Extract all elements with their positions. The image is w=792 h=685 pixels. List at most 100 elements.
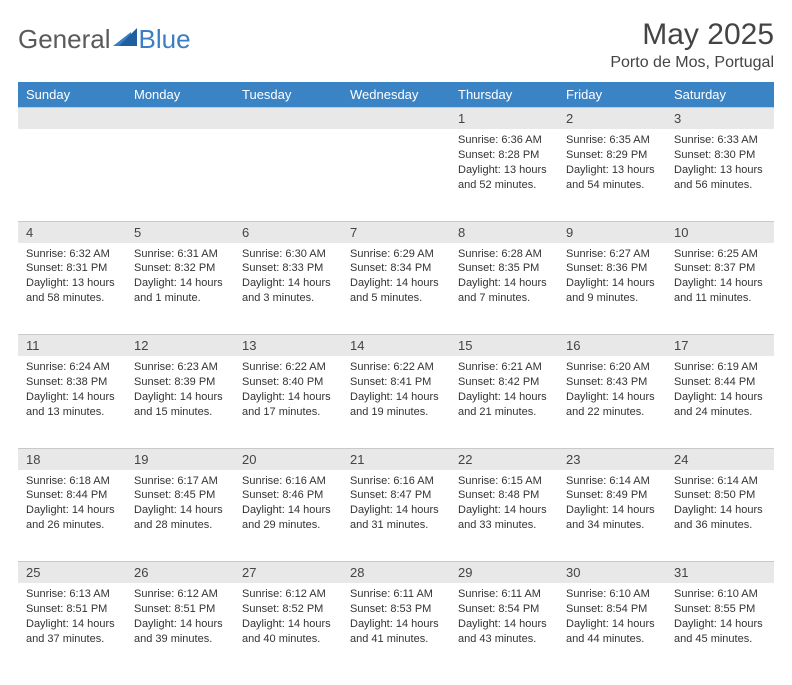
day-number-cell: [18, 108, 126, 130]
day-number: 17: [666, 335, 774, 356]
day-content-cell: Sunrise: 6:22 AMSunset: 8:41 PMDaylight:…: [342, 356, 450, 448]
day-content: Sunrise: 6:18 AMSunset: 8:44 PMDaylight:…: [18, 470, 126, 539]
day-content: Sunrise: 6:15 AMSunset: 8:48 PMDaylight:…: [450, 470, 558, 539]
day-number-cell: 14: [342, 335, 450, 357]
day-number-cell: 8: [450, 221, 558, 243]
day-number-cell: 30: [558, 562, 666, 584]
day-content: Sunrise: 6:11 AMSunset: 8:53 PMDaylight:…: [342, 583, 450, 652]
day-content: Sunrise: 6:27 AMSunset: 8:36 PMDaylight:…: [558, 243, 666, 312]
day-content-cell: Sunrise: 6:27 AMSunset: 8:36 PMDaylight:…: [558, 243, 666, 335]
day-number-cell: 2: [558, 108, 666, 130]
day-content: Sunrise: 6:16 AMSunset: 8:47 PMDaylight:…: [342, 470, 450, 539]
day-content: Sunrise: 6:17 AMSunset: 8:45 PMDaylight:…: [126, 470, 234, 539]
day-number: 6: [234, 222, 342, 243]
day-number-cell: 23: [558, 448, 666, 470]
day-number-cell: [342, 108, 450, 130]
day-content-row: Sunrise: 6:24 AMSunset: 8:38 PMDaylight:…: [18, 356, 774, 448]
day-number: 30: [558, 562, 666, 583]
calendar-page: General Blue May 2025 Porto de Mos, Port…: [0, 0, 792, 685]
day-number: 4: [18, 222, 126, 243]
day-number: 26: [126, 562, 234, 583]
day-number-cell: 3: [666, 108, 774, 130]
day-number: [18, 108, 126, 114]
day-content-cell: Sunrise: 6:10 AMSunset: 8:55 PMDaylight:…: [666, 583, 774, 675]
day-number: [126, 108, 234, 114]
day-number: 3: [666, 108, 774, 129]
day-number-row: 18192021222324: [18, 448, 774, 470]
day-number-row: 123: [18, 108, 774, 130]
day-content: Sunrise: 6:23 AMSunset: 8:39 PMDaylight:…: [126, 356, 234, 425]
day-number: 31: [666, 562, 774, 583]
day-number-row: 25262728293031: [18, 562, 774, 584]
day-number-cell: 17: [666, 335, 774, 357]
day-number-cell: 26: [126, 562, 234, 584]
day-content-cell: Sunrise: 6:21 AMSunset: 8:42 PMDaylight:…: [450, 356, 558, 448]
day-content-cell: Sunrise: 6:23 AMSunset: 8:39 PMDaylight:…: [126, 356, 234, 448]
day-content: Sunrise: 6:10 AMSunset: 8:54 PMDaylight:…: [558, 583, 666, 652]
day-number: 19: [126, 449, 234, 470]
day-number-cell: 18: [18, 448, 126, 470]
day-number: 22: [450, 449, 558, 470]
day-number: 2: [558, 108, 666, 129]
day-content-cell: Sunrise: 6:30 AMSunset: 8:33 PMDaylight:…: [234, 243, 342, 335]
day-content-cell: Sunrise: 6:11 AMSunset: 8:54 PMDaylight:…: [450, 583, 558, 675]
day-number-cell: 9: [558, 221, 666, 243]
day-number-cell: 28: [342, 562, 450, 584]
day-number-cell: 16: [558, 335, 666, 357]
day-content: Sunrise: 6:36 AMSunset: 8:28 PMDaylight:…: [450, 129, 558, 198]
location-label: Porto de Mos, Portugal: [610, 54, 774, 72]
day-number: 16: [558, 335, 666, 356]
day-content-cell: Sunrise: 6:29 AMSunset: 8:34 PMDaylight:…: [342, 243, 450, 335]
triangle-icon: [113, 24, 137, 55]
day-content-cell: Sunrise: 6:15 AMSunset: 8:48 PMDaylight:…: [450, 470, 558, 562]
day-number-cell: 6: [234, 221, 342, 243]
day-number: 13: [234, 335, 342, 356]
day-content: Sunrise: 6:19 AMSunset: 8:44 PMDaylight:…: [666, 356, 774, 425]
day-number-cell: 29: [450, 562, 558, 584]
day-number: 20: [234, 449, 342, 470]
day-content-cell: [234, 129, 342, 221]
page-header: General Blue May 2025 Porto de Mos, Port…: [18, 18, 774, 72]
day-number: 10: [666, 222, 774, 243]
title-block: May 2025 Porto de Mos, Portugal: [610, 18, 774, 72]
day-number: 29: [450, 562, 558, 583]
day-number-cell: 12: [126, 335, 234, 357]
day-content: Sunrise: 6:24 AMSunset: 8:38 PMDaylight:…: [18, 356, 126, 425]
day-content-cell: Sunrise: 6:24 AMSunset: 8:38 PMDaylight:…: [18, 356, 126, 448]
day-number-cell: 13: [234, 335, 342, 357]
day-content: Sunrise: 6:21 AMSunset: 8:42 PMDaylight:…: [450, 356, 558, 425]
day-content: Sunrise: 6:32 AMSunset: 8:31 PMDaylight:…: [18, 243, 126, 312]
weekday-header: Thursday: [450, 82, 558, 108]
logo-text-blue: Blue: [139, 24, 191, 55]
day-number: 11: [18, 335, 126, 356]
day-content-row: Sunrise: 6:36 AMSunset: 8:28 PMDaylight:…: [18, 129, 774, 221]
day-content-cell: Sunrise: 6:10 AMSunset: 8:54 PMDaylight:…: [558, 583, 666, 675]
day-content: Sunrise: 6:12 AMSunset: 8:52 PMDaylight:…: [234, 583, 342, 652]
day-content-cell: Sunrise: 6:25 AMSunset: 8:37 PMDaylight:…: [666, 243, 774, 335]
day-content-row: Sunrise: 6:18 AMSunset: 8:44 PMDaylight:…: [18, 470, 774, 562]
day-content-cell: Sunrise: 6:19 AMSunset: 8:44 PMDaylight:…: [666, 356, 774, 448]
month-title: May 2025: [610, 18, 774, 52]
day-content-cell: Sunrise: 6:17 AMSunset: 8:45 PMDaylight:…: [126, 470, 234, 562]
day-number: 23: [558, 449, 666, 470]
day-content-cell: Sunrise: 6:16 AMSunset: 8:47 PMDaylight:…: [342, 470, 450, 562]
calendar-body: 123Sunrise: 6:36 AMSunset: 8:28 PMDaylig…: [18, 108, 774, 676]
day-number: 25: [18, 562, 126, 583]
weekday-header: Monday: [126, 82, 234, 108]
day-content-row: Sunrise: 6:13 AMSunset: 8:51 PMDaylight:…: [18, 583, 774, 675]
day-number: 14: [342, 335, 450, 356]
day-number-cell: [126, 108, 234, 130]
calendar-table: Sunday Monday Tuesday Wednesday Thursday…: [18, 82, 774, 675]
day-content-row: Sunrise: 6:32 AMSunset: 8:31 PMDaylight:…: [18, 243, 774, 335]
day-content-cell: Sunrise: 6:28 AMSunset: 8:35 PMDaylight:…: [450, 243, 558, 335]
day-number: 1: [450, 108, 558, 129]
day-content-cell: Sunrise: 6:16 AMSunset: 8:46 PMDaylight:…: [234, 470, 342, 562]
weekday-header-row: Sunday Monday Tuesday Wednesday Thursday…: [18, 82, 774, 108]
weekday-header: Saturday: [666, 82, 774, 108]
logo-text-general: General: [18, 24, 111, 55]
day-content-cell: Sunrise: 6:35 AMSunset: 8:29 PMDaylight:…: [558, 129, 666, 221]
day-content: Sunrise: 6:22 AMSunset: 8:41 PMDaylight:…: [342, 356, 450, 425]
day-content-cell: [126, 129, 234, 221]
day-number-cell: 22: [450, 448, 558, 470]
day-number: 21: [342, 449, 450, 470]
